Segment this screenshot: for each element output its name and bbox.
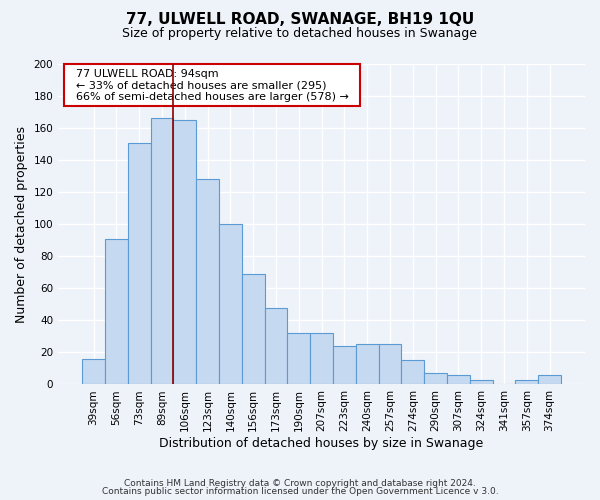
Bar	[356, 344, 379, 385]
Text: Contains HM Land Registry data © Crown copyright and database right 2024.: Contains HM Land Registry data © Crown c…	[124, 478, 476, 488]
Text: 77 ULWELL ROAD: 94sqm
  ← 33% of detached houses are smaller (295)
  66% of semi: 77 ULWELL ROAD: 94sqm ← 33% of detached …	[69, 69, 356, 102]
Bar	[242, 274, 265, 384]
Bar	[173, 120, 196, 384]
Bar	[447, 375, 470, 384]
Bar	[219, 224, 242, 384]
Bar	[287, 333, 310, 384]
Bar	[82, 359, 105, 384]
Y-axis label: Number of detached properties: Number of detached properties	[15, 126, 28, 322]
Bar	[470, 380, 493, 384]
Bar	[424, 373, 447, 384]
Bar	[379, 344, 401, 385]
Bar	[105, 238, 128, 384]
Text: Contains public sector information licensed under the Open Government Licence v : Contains public sector information licen…	[101, 487, 499, 496]
Bar	[196, 180, 219, 384]
Text: 77, ULWELL ROAD, SWANAGE, BH19 1QU: 77, ULWELL ROAD, SWANAGE, BH19 1QU	[126, 12, 474, 28]
X-axis label: Distribution of detached houses by size in Swanage: Distribution of detached houses by size …	[160, 437, 484, 450]
Bar	[333, 346, 356, 385]
Text: Size of property relative to detached houses in Swanage: Size of property relative to detached ho…	[122, 28, 478, 40]
Bar	[515, 380, 538, 384]
Bar	[151, 118, 173, 384]
Bar	[401, 360, 424, 384]
Bar	[265, 308, 287, 384]
Bar	[310, 333, 333, 384]
Bar	[128, 142, 151, 384]
Bar	[538, 375, 561, 384]
